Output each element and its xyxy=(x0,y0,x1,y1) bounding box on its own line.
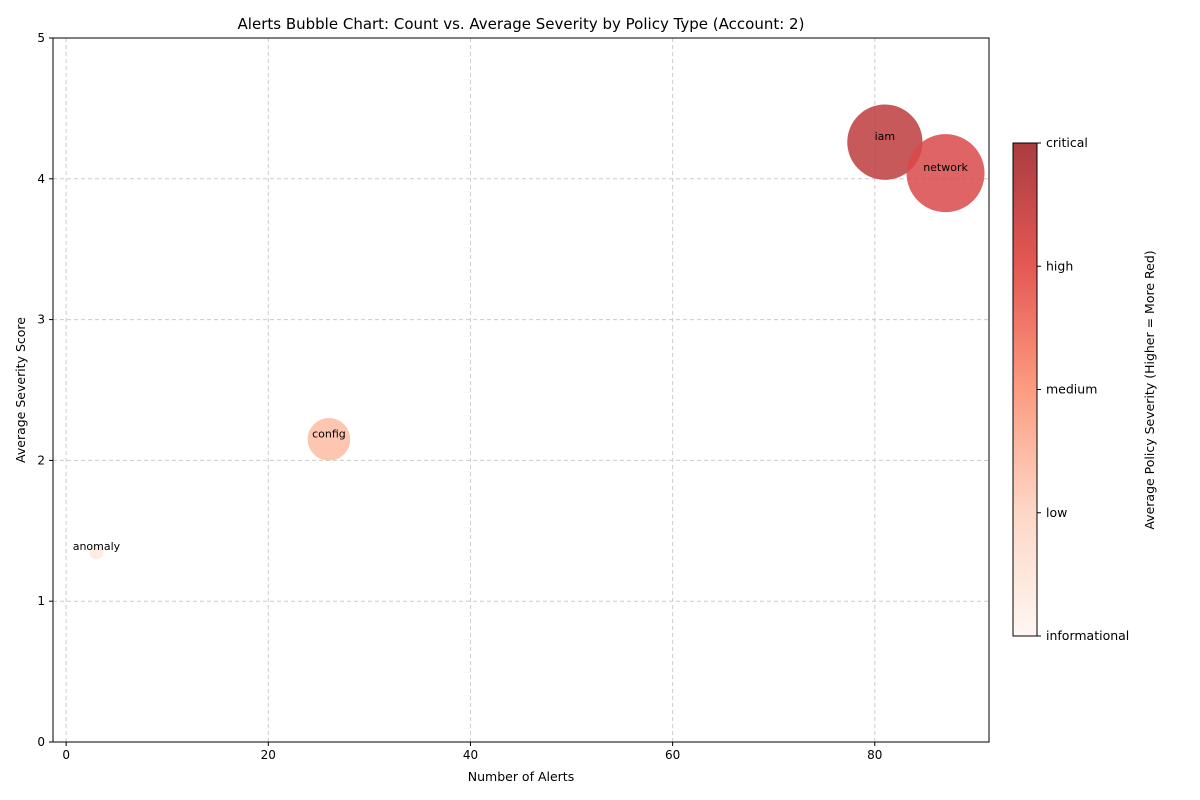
y-tick-label: 3 xyxy=(37,313,45,327)
y-tick-label: 4 xyxy=(37,172,45,186)
bubble-layer xyxy=(89,104,985,560)
colorbar-tick-label: high xyxy=(1046,258,1073,273)
bubble-labels: anomaly config iam network xyxy=(73,130,969,553)
colorbar-tick-label: critical xyxy=(1046,135,1088,150)
y-tick-label: 5 xyxy=(37,31,45,45)
x-tick-label: 20 xyxy=(261,748,276,762)
y-axis-ticks: 0 1 2 3 4 5 xyxy=(37,31,53,749)
colorbar-ticks: informational low medium high critical xyxy=(1037,135,1129,643)
bubble-config xyxy=(307,417,351,461)
x-tick-label: 80 xyxy=(867,748,882,762)
y-axis-label: Average Severity Score xyxy=(13,317,28,463)
bubble-network xyxy=(906,134,985,213)
x-tick-label: 60 xyxy=(665,748,680,762)
x-tick-label: 0 xyxy=(62,748,70,762)
bubble-label-anomaly: anomaly xyxy=(73,540,121,553)
colorbar-tick-label: informational xyxy=(1046,628,1129,643)
x-axis-ticks: 0 20 40 60 80 xyxy=(62,742,882,762)
y-tick-label: 2 xyxy=(37,453,45,467)
colorbar-label: Average Policy Severity (Higher = More R… xyxy=(1142,250,1157,529)
colorbar-gradient xyxy=(1012,142,1038,637)
y-tick-label: 0 xyxy=(37,735,45,749)
x-axis-label: Number of Alerts xyxy=(468,769,574,784)
bubble-anomaly xyxy=(89,544,104,560)
chart-title: Alerts Bubble Chart: Count vs. Average S… xyxy=(238,15,805,33)
colorbar-tick-label: low xyxy=(1046,505,1067,520)
bubble-label-iam: iam xyxy=(875,130,896,143)
bubble-label-config: config xyxy=(312,427,346,440)
bubble-label-network: network xyxy=(923,161,968,174)
colorbar-tick-label: medium xyxy=(1046,382,1097,397)
plot-area-frame xyxy=(52,37,990,743)
colorbar: informational low medium high critical Avera… xyxy=(1012,135,1157,643)
bubble-iam xyxy=(847,104,923,180)
x-tick-label: 40 xyxy=(463,748,478,762)
y-tick-label: 1 xyxy=(37,594,45,608)
